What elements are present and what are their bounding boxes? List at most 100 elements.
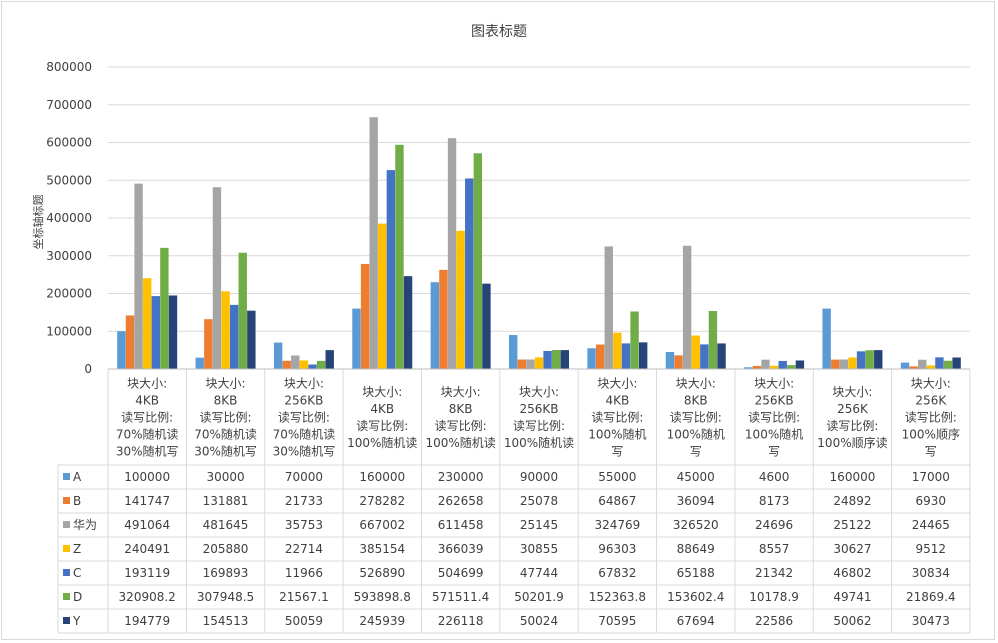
x-category-label: 8KB bbox=[449, 402, 473, 416]
bar-华为-2 bbox=[291, 355, 300, 369]
bar-D-1 bbox=[238, 252, 247, 369]
bar-Y-6 bbox=[638, 342, 648, 369]
bar-A-6 bbox=[587, 348, 596, 369]
legend-key-C bbox=[63, 569, 70, 576]
series-name: D bbox=[73, 590, 82, 604]
table-cell: 193119 bbox=[124, 566, 170, 580]
table-cell: 160000 bbox=[359, 470, 405, 484]
table-cell: 504699 bbox=[438, 566, 484, 580]
table-cell: 65188 bbox=[677, 566, 715, 580]
table-cell: 141747 bbox=[124, 494, 170, 508]
bar-Z-9 bbox=[848, 357, 857, 369]
table-cell: 278282 bbox=[359, 494, 405, 508]
legend-key-A bbox=[63, 473, 70, 480]
y-tick-label: 0 bbox=[84, 362, 92, 376]
y-tick-label: 500000 bbox=[46, 173, 92, 187]
bar-华为-8 bbox=[761, 359, 770, 369]
series-name: 华为 bbox=[73, 518, 97, 532]
x-category-label: 30%随机写 bbox=[116, 444, 179, 459]
bar-C-4 bbox=[465, 178, 474, 369]
bar-Y-0 bbox=[168, 295, 178, 369]
table-cell: 30473 bbox=[912, 614, 950, 628]
table-cell: 45000 bbox=[677, 470, 715, 484]
bar-A-1 bbox=[195, 357, 204, 369]
y-tick-label: 200000 bbox=[46, 287, 92, 301]
bar-华为-0 bbox=[134, 183, 143, 369]
x-category-label: 块大小: bbox=[597, 377, 637, 391]
x-category-label: 100%随机读 bbox=[504, 435, 574, 450]
table-cell: 131881 bbox=[203, 494, 249, 508]
bar-D-3 bbox=[395, 144, 404, 369]
table-cell: 24465 bbox=[912, 518, 950, 532]
series-name: Z bbox=[73, 542, 81, 556]
bars bbox=[117, 117, 961, 369]
bar-A-8 bbox=[744, 367, 753, 369]
bar-B-9 bbox=[831, 359, 840, 369]
table-cell: 194779 bbox=[124, 614, 170, 628]
table-cell: 67694 bbox=[677, 614, 715, 628]
legend-key-D bbox=[63, 593, 70, 600]
table-cell: 25145 bbox=[520, 518, 558, 532]
table-cell: 160000 bbox=[830, 470, 876, 484]
x-category-label: 256K bbox=[837, 402, 869, 416]
bar-D-9 bbox=[865, 350, 874, 369]
x-category-label: 100%随机 bbox=[588, 427, 646, 442]
x-category-label: 写 bbox=[690, 445, 702, 459]
bar-B-6 bbox=[595, 344, 605, 369]
bar-Y-8 bbox=[795, 360, 805, 369]
x-category-label: 100%顺序读 bbox=[817, 435, 887, 450]
series-name: Y bbox=[72, 614, 81, 628]
bar-Z-2 bbox=[299, 360, 309, 369]
x-category-label: 读写比例: bbox=[670, 411, 722, 425]
table-cell: 67832 bbox=[598, 566, 636, 580]
x-category-label: 块大小: bbox=[441, 385, 481, 399]
table-cell: 90000 bbox=[520, 470, 558, 484]
bar-A-10 bbox=[900, 362, 910, 369]
table-cell: 30000 bbox=[206, 470, 244, 484]
bar-Z-7 bbox=[691, 335, 700, 369]
table-cell: 205880 bbox=[203, 542, 249, 556]
x-category-label: 100%随机 bbox=[667, 427, 725, 442]
table-cell: 35753 bbox=[285, 518, 323, 532]
table-cell: 230000 bbox=[438, 470, 484, 484]
table-cell: 22586 bbox=[755, 614, 793, 628]
bar-C-0 bbox=[151, 296, 160, 369]
table-cell: 30627 bbox=[833, 542, 871, 556]
bar-B-10 bbox=[909, 366, 918, 369]
table-cell: 6930 bbox=[916, 494, 947, 508]
table-cell: 50024 bbox=[520, 614, 558, 628]
table-cell: 88649 bbox=[677, 542, 715, 556]
bar-B-5 bbox=[517, 359, 526, 369]
table-cell: 226118 bbox=[438, 614, 484, 628]
x-category-label: 读写比例: bbox=[435, 419, 487, 433]
table-cell: 593898.8 bbox=[354, 590, 411, 604]
bar-Z-6 bbox=[613, 332, 622, 369]
table-cell: 526890 bbox=[359, 566, 405, 580]
table-cell: 385154 bbox=[359, 542, 405, 556]
bar-B-1 bbox=[204, 319, 213, 369]
bar-A-5 bbox=[509, 335, 518, 369]
bar-华为-4 bbox=[447, 138, 457, 369]
x-category-label: 30%随机写 bbox=[273, 444, 336, 459]
table-cell: 571511.4 bbox=[432, 590, 489, 604]
x-category-label: 4KB bbox=[135, 394, 159, 408]
table-cell: 70000 bbox=[285, 470, 323, 484]
series-name: C bbox=[73, 566, 81, 580]
x-category-label: 100%随机读 bbox=[347, 435, 417, 450]
x-category-label: 块大小: bbox=[676, 377, 716, 391]
x-category-label: 100%随机读 bbox=[425, 435, 495, 450]
table-cell: 169893 bbox=[203, 566, 249, 580]
bar-Z-1 bbox=[221, 291, 230, 369]
x-category-label: 写 bbox=[611, 445, 623, 459]
legend-key-Z bbox=[63, 545, 70, 552]
table-cell: 21342 bbox=[755, 566, 793, 580]
bar-Y-4 bbox=[482, 283, 491, 369]
bar-A-7 bbox=[665, 352, 675, 369]
bar-D-8 bbox=[787, 365, 796, 369]
bar-D-6 bbox=[630, 311, 639, 369]
bar-Z-3 bbox=[378, 223, 387, 369]
bar-华为-3 bbox=[369, 117, 378, 369]
bar-Y-3 bbox=[403, 276, 413, 369]
data-table: 块大小:4KB读写比例:70%随机读30%随机写块大小:8KB读写比例:70%随… bbox=[57, 368, 971, 634]
x-category-label: 块大小: bbox=[519, 385, 559, 399]
